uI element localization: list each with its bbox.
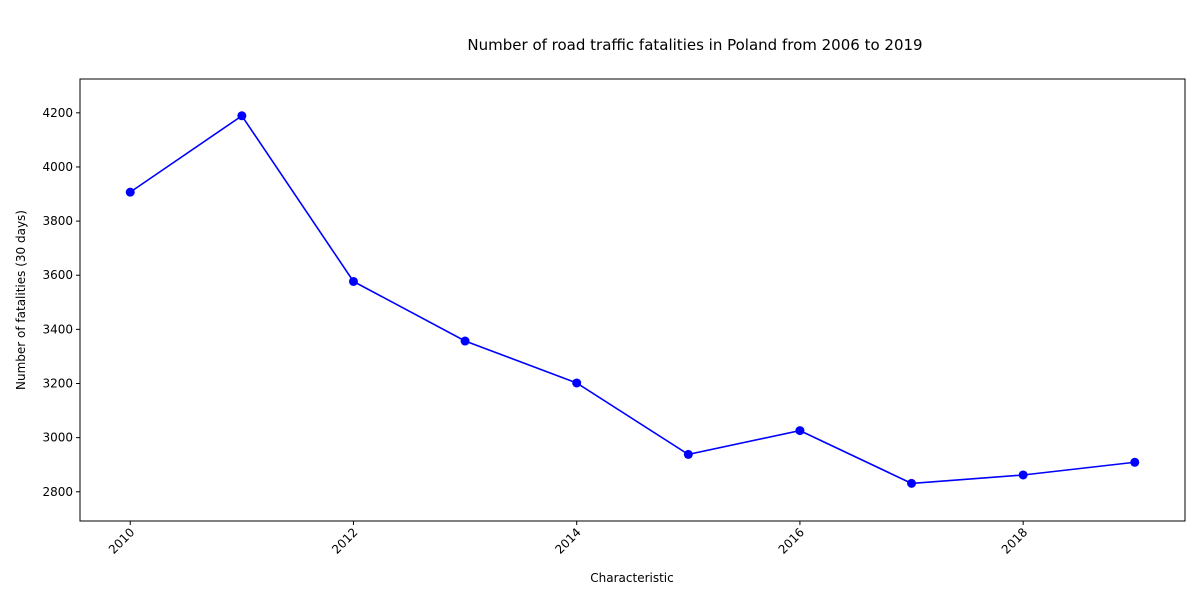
- chart-title: Number of road traffic fatalities in Pol…: [467, 36, 922, 54]
- series-line: [129, 114, 1135, 485]
- data-point: [907, 478, 917, 488]
- x-tick-label: 2012: [329, 525, 360, 556]
- y-tick-label: 3400: [42, 322, 73, 336]
- y-tick-label: 3000: [42, 431, 73, 445]
- y-tick-label: 3800: [42, 214, 73, 228]
- data-point: [125, 187, 135, 197]
- data-point: [237, 111, 247, 121]
- y-tick-label: 3200: [42, 377, 73, 391]
- plot-frame: [79, 78, 1186, 522]
- data-point: [348, 276, 358, 286]
- y-tick-label: 3600: [42, 268, 73, 282]
- y-tick-label: 4000: [42, 160, 73, 174]
- y-axis-label: Number of fatalities (30 days): [14, 210, 28, 390]
- data-point: [1130, 457, 1140, 467]
- x-tick-label: 2016: [776, 525, 807, 556]
- data-point: [572, 378, 582, 388]
- data-point: [460, 336, 470, 346]
- y-tick-label: 2800: [42, 485, 73, 499]
- y-axis: 2800 3000 3200 3400 3600 3800 4000 4200: [42, 106, 80, 499]
- data-point: [683, 449, 693, 459]
- y-tick-label: 4200: [42, 106, 73, 120]
- plot-area: [79, 78, 1186, 522]
- x-tick-label: 2018: [999, 525, 1030, 556]
- x-tick-label: 2010: [106, 525, 137, 556]
- x-tick-label: 2014: [552, 525, 583, 556]
- data-point: [1018, 470, 1028, 480]
- series-layer: [125, 111, 1140, 488]
- data-point: [795, 426, 805, 436]
- x-axis: 2010 2012 2014 2016 2018: [106, 521, 1030, 557]
- x-axis-label: Characteristic: [590, 571, 673, 585]
